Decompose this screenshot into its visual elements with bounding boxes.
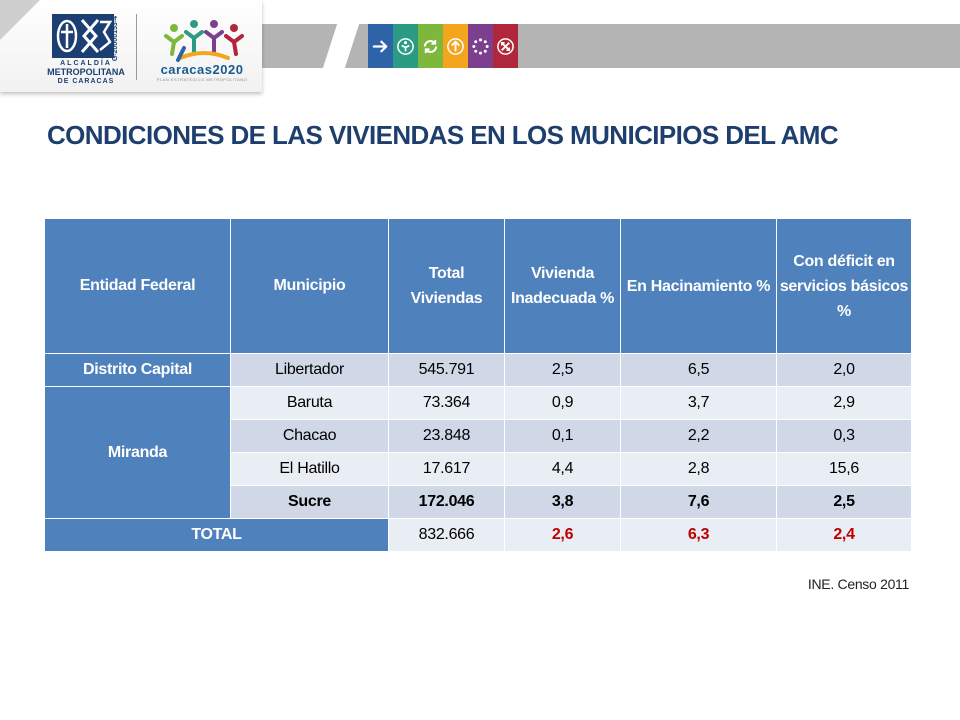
arrow-right-icon xyxy=(368,24,393,68)
cycle-arrows-icon xyxy=(418,24,443,68)
dots-circle-icon xyxy=(468,24,493,68)
person-arrow-icon xyxy=(393,24,418,68)
caracas2020-name: caracas2020 xyxy=(160,62,244,77)
total-hacinamiento: 6,3 xyxy=(620,518,777,552)
cell-municipio: El Hatillo xyxy=(230,452,389,486)
cell-deficit: 2,5 xyxy=(776,485,912,519)
amc-crest-icon xyxy=(52,14,114,58)
amc-rif-code: G-20000153-4 xyxy=(112,16,119,62)
header-grey-band xyxy=(262,24,960,68)
header-total-viviendas: Total Viviendas xyxy=(388,218,505,354)
page-curl-corner xyxy=(0,0,40,40)
cell-total: 545.791 xyxy=(388,353,505,387)
amc-line-1: ALCALDÍA xyxy=(60,60,112,67)
amc-line-2: METROPOLITANA xyxy=(47,67,125,77)
cell-inadecuada: 4,4 xyxy=(504,452,621,486)
header-hacinamiento: En Hacinamiento % xyxy=(620,218,777,354)
cell-inadecuada: 0,1 xyxy=(504,419,621,453)
entidad-distrito-capital: Distrito Capital xyxy=(44,353,231,387)
cell-total: 23.848 xyxy=(388,419,505,453)
cell-deficit: 15,6 xyxy=(776,452,912,486)
cell-municipio: Libertador xyxy=(230,353,389,387)
total-label: TOTAL xyxy=(44,518,389,552)
housing-conditions-table: Entidad Federal Municipio Total Vivienda… xyxy=(44,218,912,552)
table-total-row: TOTAL 832.666 2,6 6,3 2,4 xyxy=(44,518,912,552)
amc-line-3: DE CARACAS xyxy=(57,78,115,85)
cell-total: 17.617 xyxy=(388,452,505,486)
amc-logo-text: ALCALDÍA METROPOLITANA DE CARACAS xyxy=(46,59,126,86)
cell-deficit: 2,0 xyxy=(776,353,912,387)
cell-deficit: 2,9 xyxy=(776,386,912,420)
header-municipio: Municipio xyxy=(230,218,389,354)
header-banner: ALCALDÍA METROPOLITANA DE CARACAS G-2000… xyxy=(0,0,960,92)
caracas2020-subtitle: PLAN ESTRATÉGICO METROPOLITANO xyxy=(156,77,248,82)
cell-hacinamiento: 6,5 xyxy=(620,353,777,387)
table-row: Distrito Capital Libertador 545.791 2,5 … xyxy=(44,353,912,387)
cell-hacinamiento: 7,6 xyxy=(620,485,777,519)
cell-hacinamiento: 2,2 xyxy=(620,419,777,453)
table-row: Sucre 172.046 3,8 7,6 2,5 xyxy=(45,485,912,519)
total-deficit: 2,4 xyxy=(776,518,912,552)
page-title: CONDICIONES DE LAS VIVIENDAS EN LOS MUNI… xyxy=(47,120,839,150)
header-entidad-federal: Entidad Federal xyxy=(44,218,231,354)
cell-total: 73.364 xyxy=(388,386,505,420)
entidad-miranda: Miranda xyxy=(44,386,231,519)
header-vivienda-inadecuada: Vivienda Inadecuada % xyxy=(504,218,621,354)
people-circle-icon xyxy=(164,20,244,62)
source-note: INE. Censo 2011 xyxy=(807,576,909,592)
logo-divider xyxy=(136,14,137,80)
header-deficit-servicios: Con déficit en servicios básicos % xyxy=(776,218,912,354)
cell-hacinamiento: 2,8 xyxy=(620,452,777,486)
cell-inadecuada: 2,5 xyxy=(504,353,621,387)
cell-municipio: Baruta xyxy=(230,386,389,420)
total-viviendas: 832.666 xyxy=(388,518,505,552)
cell-municipio: Sucre xyxy=(230,485,389,519)
theme-icon-strip xyxy=(368,24,518,68)
cell-deficit: 0,3 xyxy=(776,419,912,453)
cell-hacinamiento: 3,7 xyxy=(620,386,777,420)
arrows-cross-icon xyxy=(493,24,518,68)
table-row: Miranda Baruta 73.364 0,9 3,7 2,9 xyxy=(44,386,912,519)
cell-inadecuada: 0,9 xyxy=(504,386,621,420)
cell-inadecuada: 3,8 xyxy=(504,485,621,519)
arrow-up-icon xyxy=(443,24,468,68)
table-header-row: Entidad Federal Municipio Total Vivienda… xyxy=(44,218,912,354)
cell-municipio: Chacao xyxy=(230,419,389,453)
caracas2020-logo-text: caracas2020 PLAN ESTRATÉGICO METROPOLITA… xyxy=(146,62,258,82)
table-row: El Hatillo 17.617 4,4 2,8 15,6 xyxy=(45,452,912,486)
total-inadecuada: 2,6 xyxy=(504,518,621,552)
cell-total: 172.046 xyxy=(388,485,505,519)
logo-panel: ALCALDÍA METROPOLITANA DE CARACAS G-2000… xyxy=(0,0,262,92)
